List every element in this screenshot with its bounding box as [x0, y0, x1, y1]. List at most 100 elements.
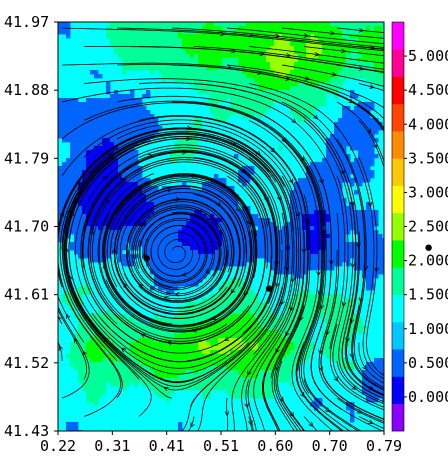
field-cell [58, 182, 79, 187]
field-cell [78, 198, 147, 203]
streamline [226, 27, 384, 45]
field-cell [94, 226, 99, 231]
field-cell [154, 282, 199, 287]
streamline-arrowhead [313, 114, 319, 120]
field-cell [58, 226, 91, 231]
field-cell [186, 134, 199, 139]
field-cell [174, 78, 255, 83]
field-cell [58, 186, 79, 191]
field-cell [294, 186, 343, 191]
field-cell [214, 118, 227, 123]
streamline-arrowhead [319, 304, 325, 310]
field-cell [298, 118, 307, 123]
field-cell [110, 226, 123, 231]
field-cell [218, 350, 231, 355]
colorbar-label: 4.000 [408, 115, 448, 133]
streamline-arrowhead [299, 155, 305, 162]
streamline-arrowhead [314, 51, 320, 57]
y-tick-label: 41.79 [4, 149, 49, 167]
field-cell [134, 382, 139, 387]
field-cell [242, 182, 247, 187]
field-cell [82, 170, 119, 175]
field-cell [326, 354, 343, 359]
streamline-arrowhead [373, 143, 378, 150]
field-cell [290, 210, 315, 215]
y-tick-label: 41.70 [4, 218, 49, 236]
field-cell [202, 298, 259, 303]
colorbar-label: 2.000 [408, 252, 448, 270]
field-cell [310, 250, 319, 255]
streamline-arrowhead [275, 282, 280, 288]
field-cell [274, 42, 291, 47]
field-cell [278, 362, 299, 367]
field-cell [58, 134, 155, 139]
field-cell [154, 390, 175, 395]
streamline-arrowhead [356, 409, 363, 414]
field-cell [258, 226, 279, 231]
field-cell [282, 34, 311, 39]
streamline-arrowhead [66, 313, 71, 320]
field-cell [238, 174, 251, 179]
field-cell [106, 310, 111, 315]
field-cell [170, 154, 195, 159]
field-cell [254, 314, 279, 319]
streamline-arrowhead [291, 118, 297, 124]
field-cell [186, 158, 191, 163]
field-cell [82, 382, 107, 387]
streamline-arrowhead [358, 27, 365, 33]
x-tick-label: 0.41 [149, 437, 185, 455]
field-cell [334, 122, 383, 127]
field-cell [370, 26, 375, 31]
field-cell [302, 222, 327, 227]
field-cell [66, 34, 71, 39]
streamline-arrowhead [367, 201, 373, 208]
field-cell [354, 190, 359, 195]
streamline-arrowhead [345, 337, 350, 344]
field-cell [122, 386, 127, 391]
field-cell [182, 46, 271, 51]
field-cell [322, 334, 355, 339]
field-cell [258, 374, 291, 379]
field-cell [306, 230, 327, 235]
field-cell [122, 58, 199, 63]
streamline [116, 123, 301, 431]
field-cell [110, 22, 207, 27]
field-cell [286, 74, 339, 79]
streamline-arrowhead [235, 206, 241, 213]
streamline-arrowhead [316, 271, 321, 277]
streamline [303, 416, 318, 431]
field-cell [330, 22, 384, 27]
streamline-arrowhead [190, 422, 195, 428]
field-cell [178, 238, 223, 243]
field-cell [290, 70, 339, 75]
field-cell [194, 86, 259, 91]
field-cell [326, 210, 379, 215]
streamline-arrowhead [58, 315, 62, 321]
streamline-arrowhead [348, 98, 354, 104]
field-cell [106, 30, 179, 35]
streamline-arrowhead [308, 421, 314, 427]
streamline-arrowhead [166, 340, 172, 346]
field-cell [366, 206, 371, 211]
field-cell [238, 26, 339, 31]
field-cell [350, 34, 383, 39]
field-cell [118, 358, 123, 363]
field-cell [350, 418, 355, 423]
field-cell [298, 82, 307, 87]
colorbar-segment [392, 267, 404, 295]
field-cell [294, 114, 315, 119]
streamline [336, 64, 384, 73]
field-cell [222, 58, 239, 63]
field-cell [362, 274, 379, 279]
field-cell [346, 54, 363, 59]
field-cell [302, 218, 331, 223]
colorbar-label: 3.000 [408, 183, 448, 201]
field-cell [270, 262, 343, 267]
field-cell [58, 238, 63, 243]
colorbar-label: 1.000 [408, 320, 448, 338]
field-cell [326, 242, 384, 247]
field-cell [110, 42, 183, 47]
field-cell [366, 286, 375, 291]
field-cell [214, 250, 311, 255]
streamline-arrowhead [147, 153, 154, 159]
